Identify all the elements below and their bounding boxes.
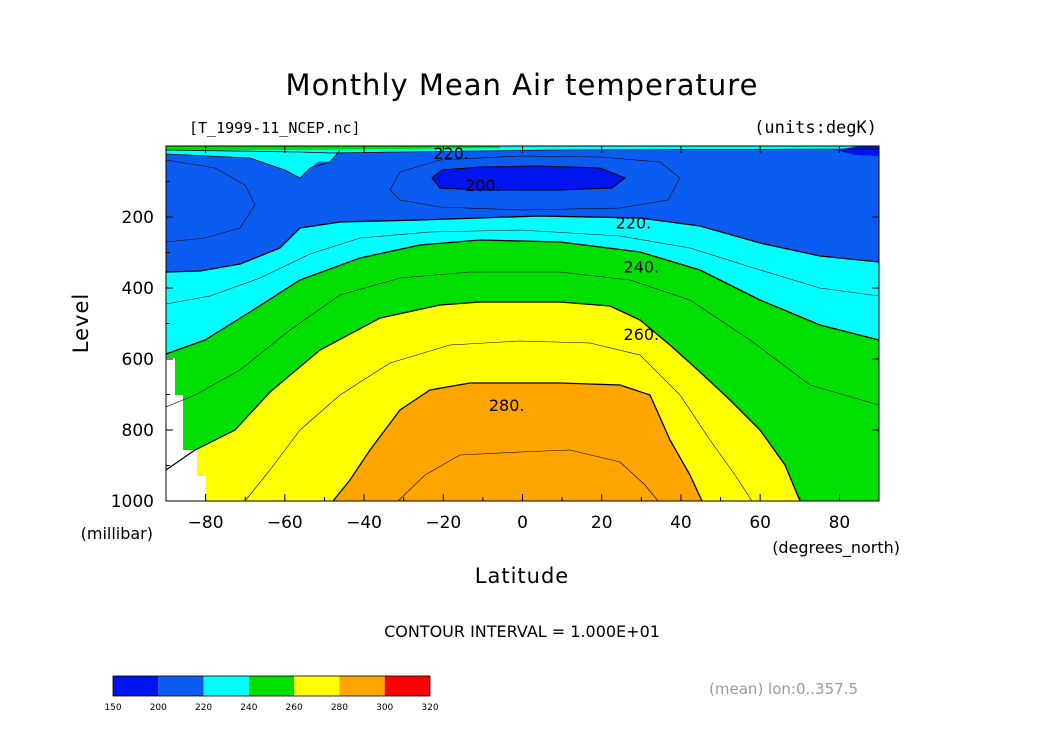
contour-label: 260. [624,325,660,344]
colorbar-swatch [294,676,340,696]
contour-220 [166,215,879,273]
colorbar-tick-label: 300 [376,703,393,713]
x-tick-label: 40 [670,513,692,533]
colorbar-tick-label: 260 [286,703,303,713]
colorbar-frame [112,675,431,697]
contour-label: 240. [624,258,660,277]
contour-200 [431,165,627,191]
y-tick-label: 600 [122,350,154,370]
contour-top-strip [166,148,879,154]
x-tick-label: 60 [749,513,771,533]
y-tick-label: 400 [122,279,154,299]
y-tick-label: 200 [122,208,154,228]
colorbar-tick-label: 280 [331,703,348,713]
plot-area [166,146,879,501]
contour-label: 200. [465,176,501,195]
x-tick-label: 20 [591,513,613,533]
contour-label: 280. [489,396,525,415]
x-tick-label: −80 [188,513,224,533]
fill-region-darkblue-core [432,166,625,190]
contour-label: 220. [433,144,469,163]
fill-region-green-top-strip [166,146,500,150]
y-axis: 200 400 600 800 1000 [111,181,879,512]
colorbar-tick-label: 240 [240,703,257,713]
x-axis-title: Latitude [475,564,569,588]
x-tick-label: 80 [829,513,851,533]
y-axis-units: (millibar) [81,524,153,543]
y-tick-label: 1000 [111,492,154,512]
contour-270 [244,340,753,501]
fill-region-orange [333,383,702,501]
colorbar-swatch [384,676,430,696]
x-axis: −80 −60 −40 −20 0 20 40 60 80 [165,146,880,533]
contour-labels: 220. 200. 220. 240. 260. 280. [433,144,659,415]
fill-region-blue [166,146,879,272]
y-axis-title: Level [69,293,93,353]
contour-interval-text: CONTOUR INTERVAL = 1.000E+01 [384,622,660,641]
colorbar: 150 200 220 240 260 280 300 320 [104,675,439,713]
file-label: [T_1999-11_NCEP.nc] [189,119,361,137]
x-tick-label: −60 [267,513,303,533]
contour-210-left [166,159,256,243]
contour-240 [166,239,879,355]
colorbar-tick-label: 220 [195,703,212,713]
colorbar-tick-label: 320 [421,703,438,713]
contour-280 [332,382,703,501]
contour-top-strip-2 [166,149,341,179]
chart-title: Monthly Mean Air temperature [286,68,759,102]
y-tick-label: 800 [122,421,154,441]
contour-250 [166,271,879,408]
colorbar-swatch [113,676,159,696]
colorbar-swatch [158,676,204,696]
contour-210-inner [389,155,681,211]
colorbar-swatch [248,676,295,696]
contour-label: 220. [616,213,652,232]
footer-text: (mean) lon:0..357.5 [709,680,858,698]
units-label: (units:degK) [754,118,877,138]
colorbar-swatch [203,676,249,696]
contour-230 [166,229,879,305]
colorbar-swatch [339,676,385,696]
contour-290 [397,449,659,501]
x-tick-label: −20 [425,513,461,533]
x-tick-label: 0 [517,513,528,533]
missing-data-region [166,358,206,501]
x-tick-label: −40 [346,513,382,533]
colorbar-tick-label: 200 [150,703,167,713]
contour-260 [166,301,801,501]
colorbar-tick-label: 150 [104,703,121,713]
fill-region-darkblue-right-edge [836,146,879,156]
contour-lines [166,148,879,501]
x-axis-units: (degrees_north) [772,538,900,558]
